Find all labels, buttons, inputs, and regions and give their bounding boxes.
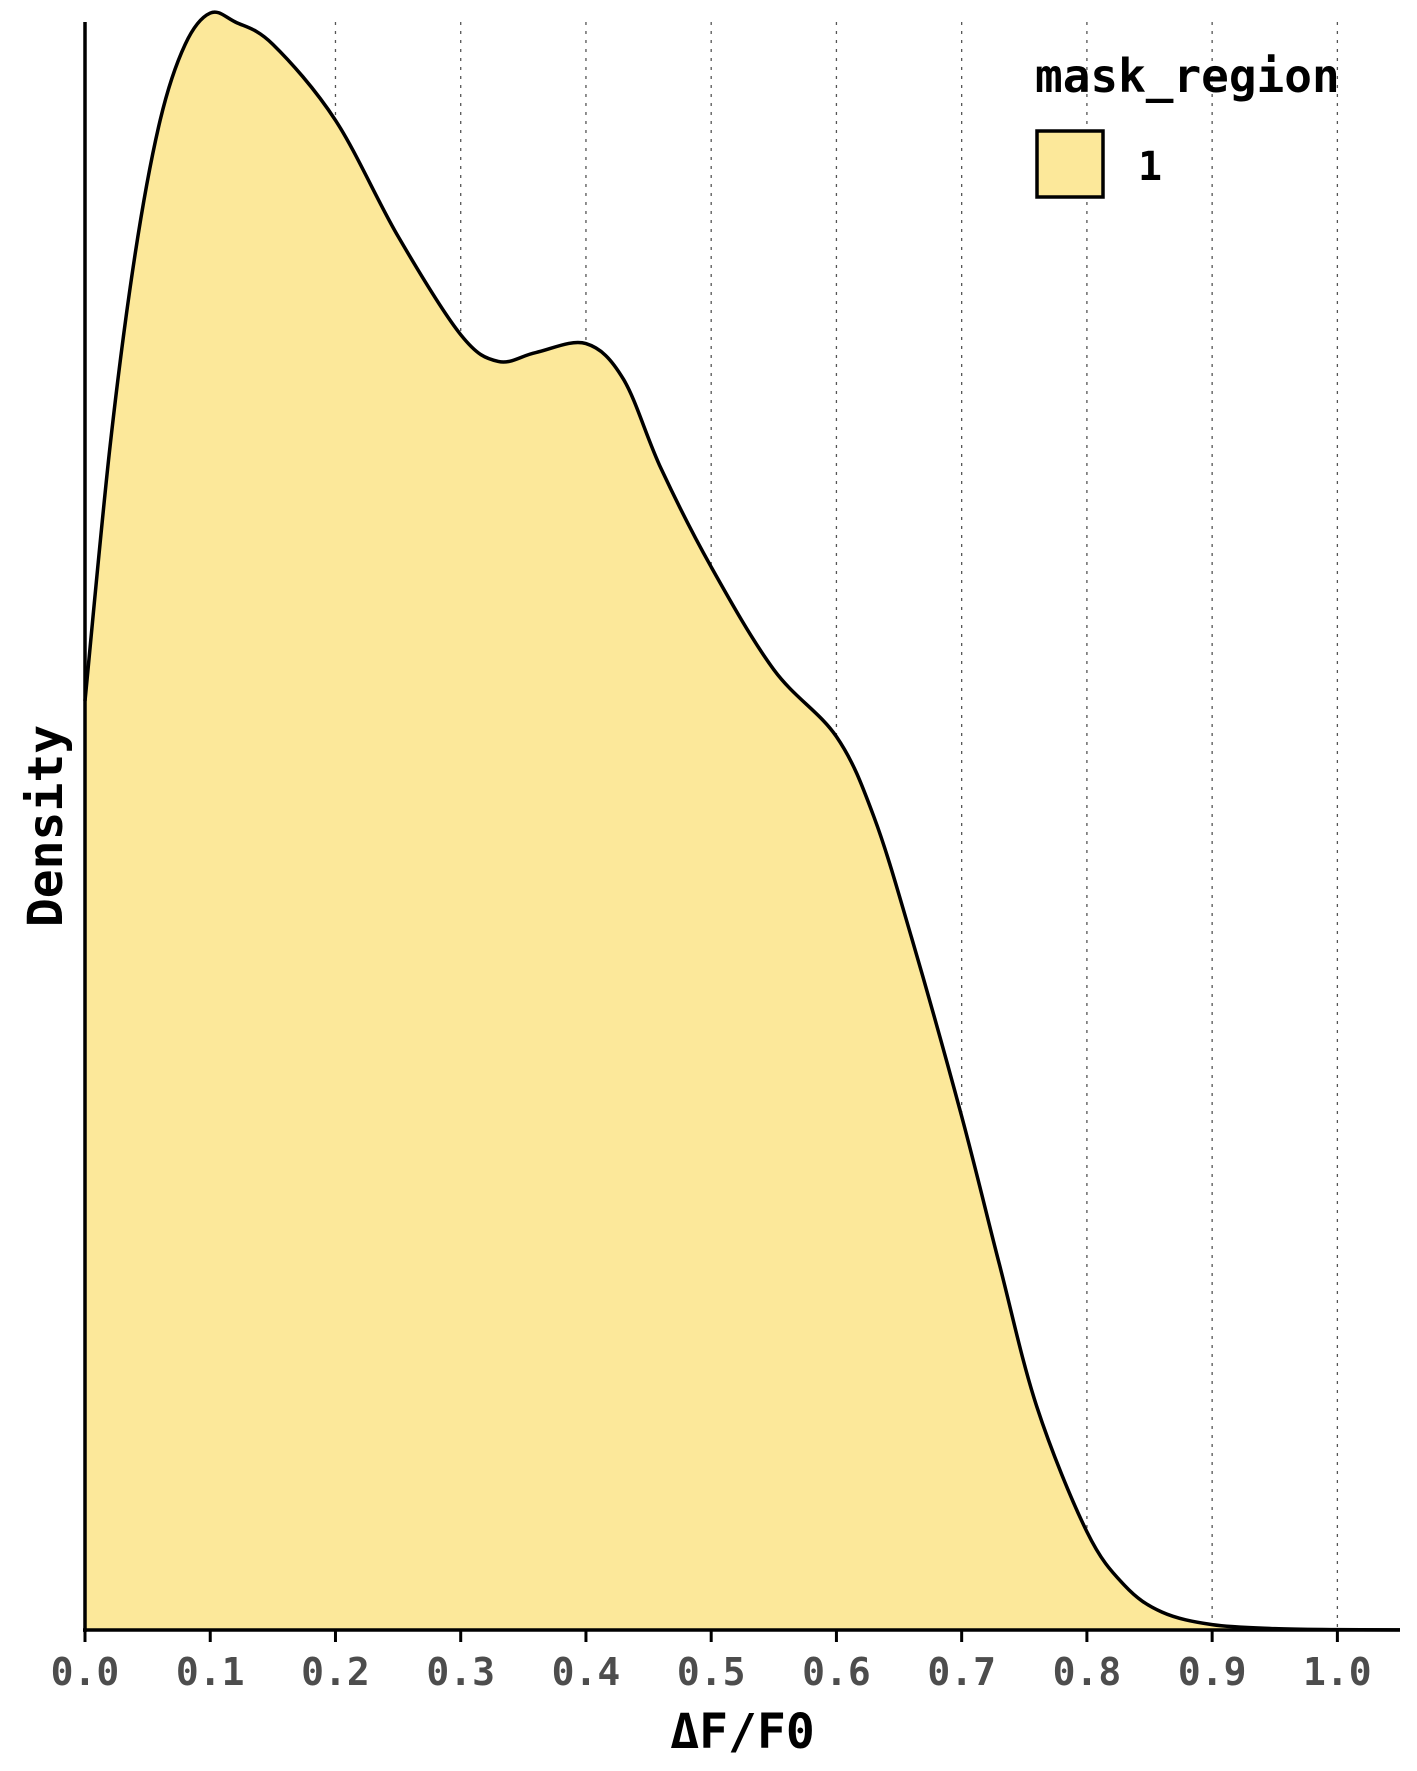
density-area-series-1 (85, 12, 1400, 1631)
x-tick-label-5: 0.5 (677, 1650, 746, 1694)
x-tick-label-0: 0.0 (51, 1650, 120, 1694)
x-tick-label-7: 0.7 (927, 1650, 996, 1694)
x-tick-label-9: 0.9 (1178, 1650, 1247, 1694)
x-tick-label-10: 1.0 (1303, 1650, 1372, 1694)
x-axis-title: ΔF/F0 (670, 1704, 815, 1760)
x-axis-ticks: 0.0 0.1 0.2 0.3 0.4 0.5 0.6 0.7 0.8 0.9 1.0 (51, 1630, 1372, 1694)
y-axis-title: Density (18, 725, 74, 927)
legend-swatch-series-1 (1035, 129, 1105, 199)
x-tick-label-2: 0.2 (301, 1650, 370, 1694)
legend: mask_region 1 (1035, 49, 1340, 199)
x-tick-label-1: 0.1 (176, 1650, 245, 1694)
x-tick-label-4: 0.4 (552, 1650, 621, 1694)
legend-label-series-1: 1 (1138, 144, 1162, 190)
x-tick-label-6: 0.6 (802, 1650, 871, 1694)
legend-title: mask_region (1035, 49, 1340, 103)
x-tick-label-8: 0.8 (1053, 1650, 1122, 1694)
x-tick-label-3: 0.3 (426, 1650, 495, 1694)
density-line-series-1 (83, 10, 1401, 1632)
